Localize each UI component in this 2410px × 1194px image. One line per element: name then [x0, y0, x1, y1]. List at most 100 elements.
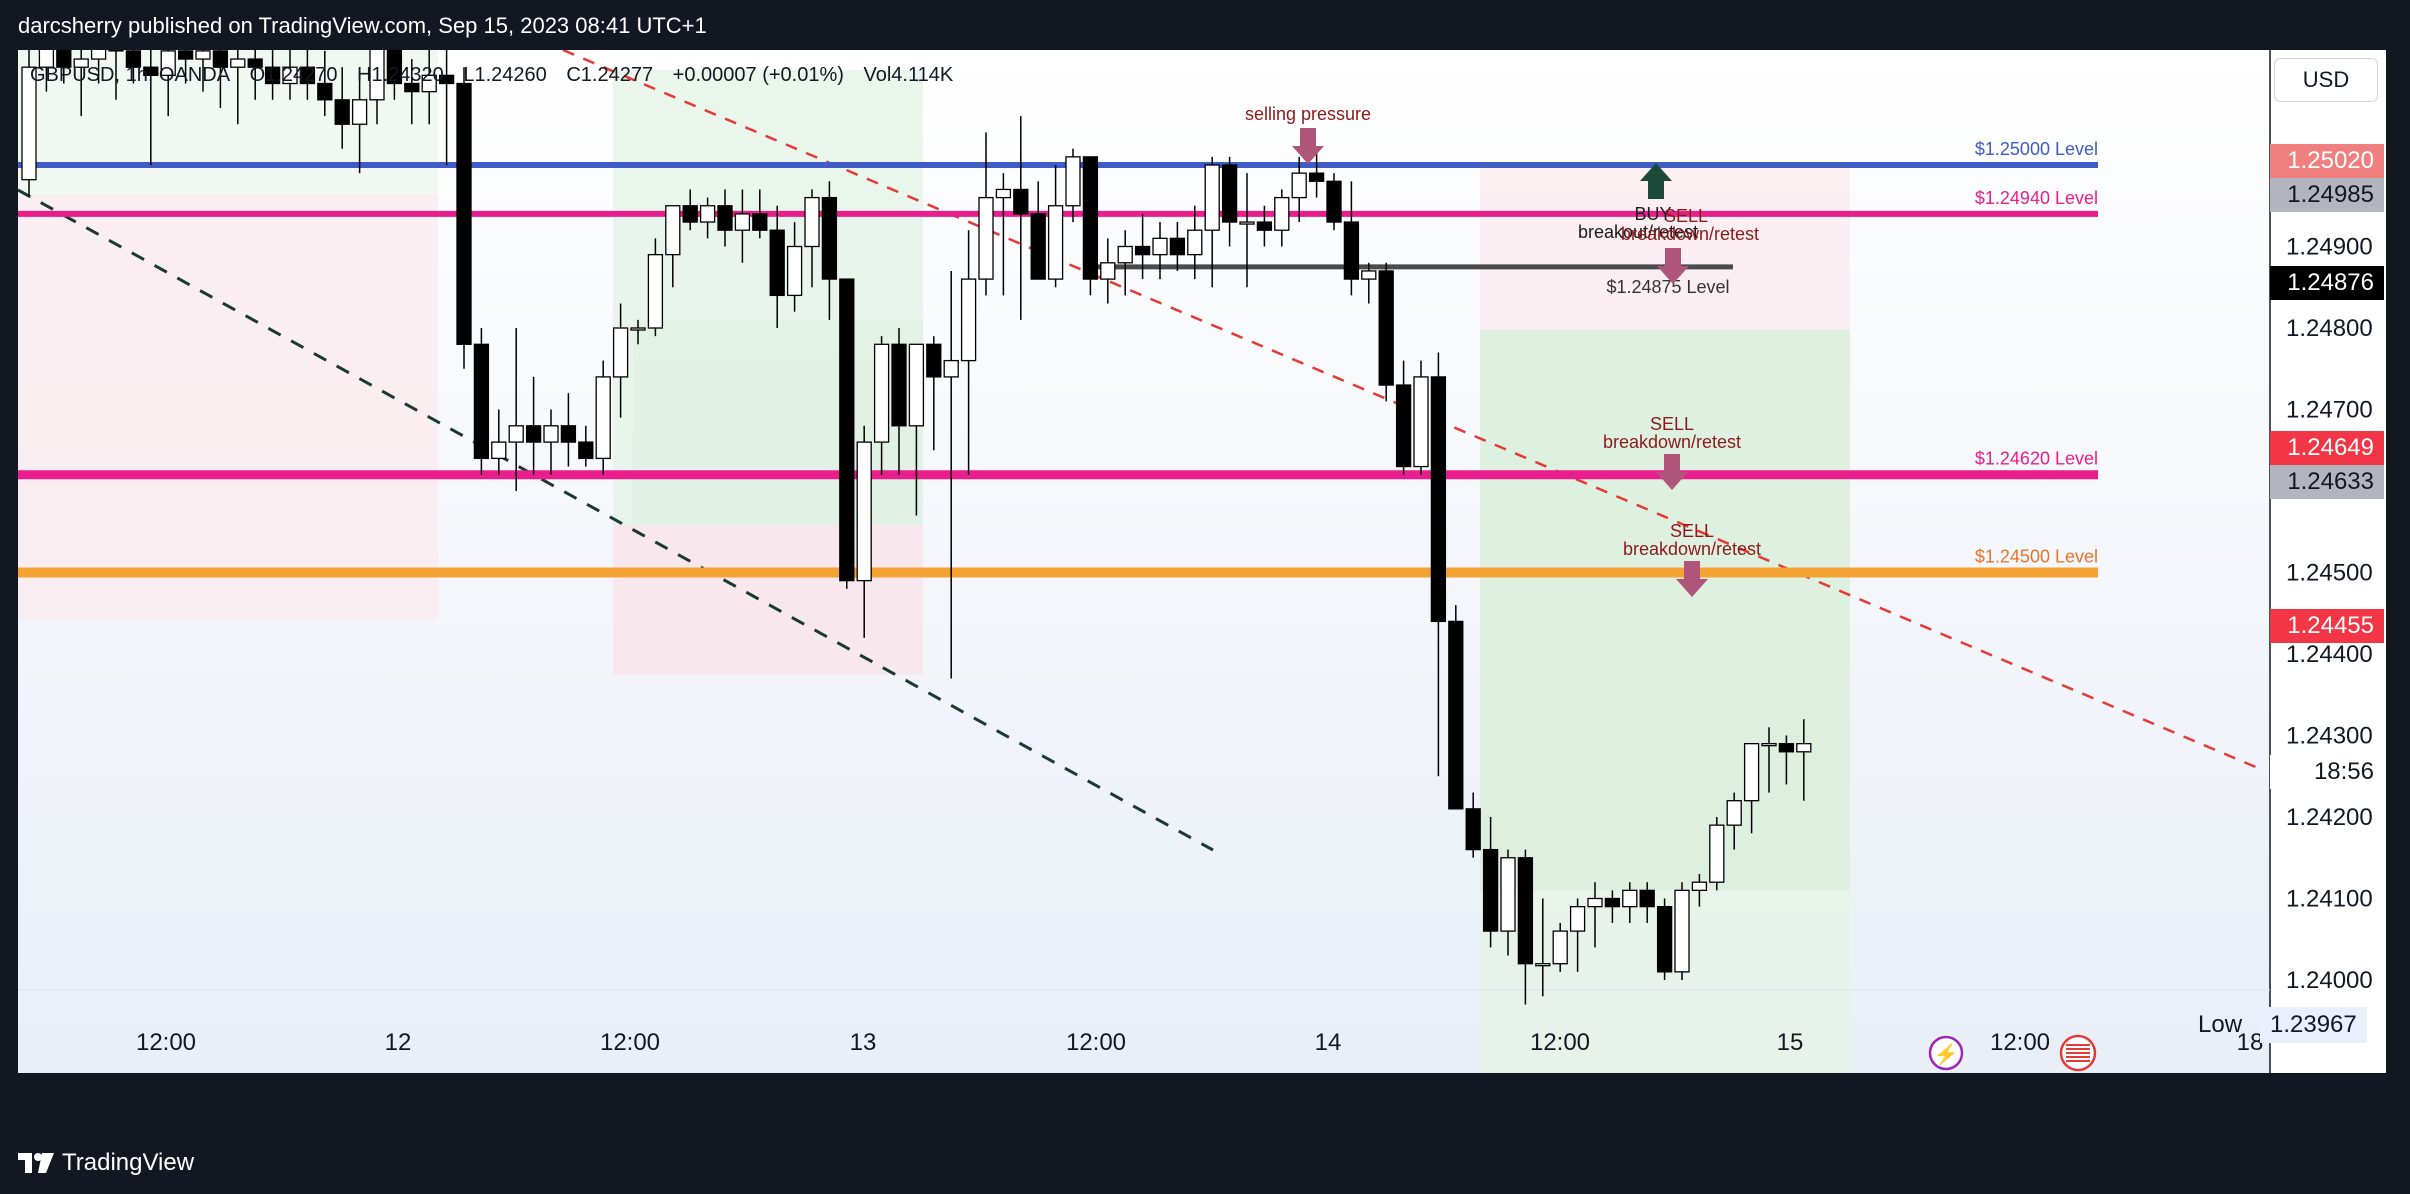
- low-value: 1.23967: [2260, 1007, 2367, 1043]
- candle-body: [212, 50, 229, 68]
- sell3-arrow: [1676, 561, 1708, 597]
- legend-close: C1.24277: [566, 64, 654, 86]
- footer-bar: TradingView: [0, 1127, 2410, 1194]
- x-tick-label: 12:00: [136, 1029, 196, 1056]
- price-tag-124633: 1.24633: [2270, 465, 2384, 499]
- candle-body: [821, 196, 838, 280]
- zone-7: [1480, 330, 1850, 890]
- candle-body: [1622, 889, 1638, 908]
- candle-body: [1239, 221, 1255, 225]
- level-124875-label: $1.24875 Level: [1606, 277, 1729, 297]
- sell2-label: SELL: [1650, 414, 1694, 434]
- low-marker: Low 1.23967: [2198, 1007, 2367, 1043]
- candle-body: [995, 188, 1012, 199]
- candle-body: [21, 66, 37, 181]
- candle-body: [56, 50, 72, 68]
- x-tick-label: 12:00: [1066, 1029, 1126, 1056]
- candle-body: [1500, 857, 1516, 932]
- zone-1: [18, 195, 438, 620]
- candle-body: [108, 50, 124, 52]
- candle-body: [769, 229, 785, 297]
- candle-body: [1326, 180, 1342, 223]
- candle-body: [1535, 963, 1551, 967]
- x-tick-label: 13: [850, 1029, 877, 1056]
- candle-body: [1674, 889, 1690, 973]
- candle-body: [491, 441, 507, 460]
- tradingview-logo[interactable]: TradingView: [18, 1149, 194, 1177]
- lightning-icon: [1928, 1035, 1964, 1071]
- candle-body: [1430, 376, 1447, 623]
- x-tick-label: 15: [1777, 1029, 1804, 1056]
- chart-frame[interactable]: $1.25000 Level $1.24940 Level $1.24620 Lev…: [18, 50, 2386, 1073]
- candle-body: [960, 278, 977, 362]
- candle-body: [1517, 857, 1534, 965]
- buy-arrow: [1640, 163, 1672, 199]
- candle-body: [1587, 897, 1603, 908]
- sell2-sub-label: breakdown/retest: [1603, 432, 1741, 452]
- candle-body: [1604, 897, 1621, 908]
- price-tag-124649: 1.24649: [2270, 431, 2384, 465]
- level-124940-label: $1.24940 Level: [1975, 188, 2098, 208]
- candle-body: [473, 343, 490, 460]
- candle-body: [1639, 889, 1655, 908]
- candle-body: [1378, 270, 1394, 386]
- candle-body: [299, 66, 316, 85]
- candle-body: [369, 50, 385, 101]
- y-tick-label: 1.24800: [2286, 315, 2373, 342]
- candle-body: [1552, 930, 1568, 965]
- candle-body: [1256, 221, 1273, 231]
- candle-body: [1291, 172, 1307, 199]
- price-tag-124455: 1.24455: [2270, 609, 2384, 643]
- currency-button[interactable]: USD: [2274, 58, 2378, 102]
- x-tick-label: 18: [2237, 1029, 2264, 1056]
- lightning-glyph: ⚡: [1934, 1042, 1959, 1066]
- legend-volume: Vol4.114K: [863, 64, 954, 86]
- candle-body: [699, 205, 716, 223]
- candle-body: [1187, 229, 1203, 256]
- candle-body: [1204, 164, 1220, 231]
- candle-body: [978, 196, 994, 280]
- buy-sub-label: breakout/retest: [1578, 222, 1698, 242]
- candle-body: [804, 196, 820, 248]
- candle-body: [1013, 188, 1029, 215]
- candle-body: [1134, 245, 1151, 256]
- y-tick-label: 1.24100: [2286, 886, 2373, 913]
- candle-body: [177, 50, 194, 60]
- candle-body: [1395, 384, 1412, 468]
- candle-body: [1343, 221, 1360, 280]
- tradingview-logo-icon: [18, 1153, 54, 1173]
- candle-body: [195, 50, 211, 60]
- candle-body: [508, 425, 524, 443]
- sell3-sub-label: breakdown/retest: [1623, 539, 1761, 559]
- candle-body: [1448, 620, 1464, 810]
- candle-body: [1778, 743, 1795, 753]
- candle-body: [1761, 743, 1777, 747]
- candle-body: [873, 343, 890, 443]
- chart-canvas[interactable]: $1.25000 Level $1.24940 Level $1.24620 Lev…: [18, 50, 2386, 1073]
- sell3-label: SELL: [1670, 521, 1714, 541]
- candle-body: [317, 82, 333, 101]
- legend-symbol[interactable]: GBPUSD, 1h, OANDA: [30, 64, 231, 86]
- candle-body: [90, 50, 107, 60]
- price-tag-125020: 1.25020: [2270, 144, 2384, 178]
- candle-body: [525, 425, 542, 443]
- candle-body: [230, 58, 246, 68]
- candle-body: [612, 327, 629, 378]
- candle-body: [752, 213, 768, 231]
- sell1-arrow: [1657, 248, 1689, 284]
- legend-low: L1.24260: [463, 64, 547, 86]
- candle-body: [943, 359, 959, 378]
- candle-body: [578, 441, 594, 460]
- selling-pressure-arrow: [1292, 128, 1324, 164]
- y-tick-label: 1.24200: [2286, 804, 2373, 831]
- y-tick-label: 1.24400: [2286, 641, 2373, 668]
- candle-body: [1308, 172, 1325, 182]
- x-tick-label: 12:00: [1990, 1029, 2050, 1056]
- candle-body: [421, 74, 437, 93]
- candle-body: [839, 278, 855, 582]
- dashed-trendline-black: [18, 188, 1214, 852]
- y-tick-label: 1.24700: [2286, 397, 2373, 424]
- candle-body: [1361, 270, 1377, 280]
- candle-body: [456, 82, 472, 345]
- candle-body: [717, 205, 733, 231]
